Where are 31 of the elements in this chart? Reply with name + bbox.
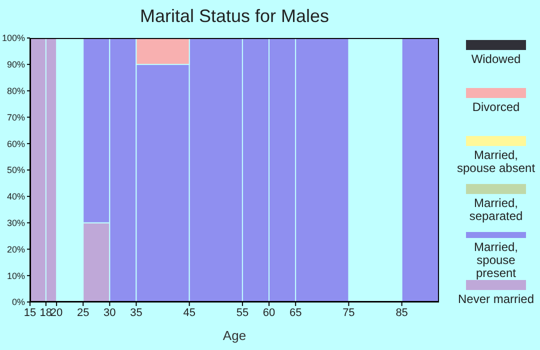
y-tick-label: 100% <box>2 33 25 44</box>
y-tick-label: 90% <box>6 60 25 70</box>
y-tick-label: 60% <box>6 138 25 149</box>
text: Married, spouse present <box>472 240 519 280</box>
x-axis-title: Age <box>222 328 246 343</box>
x-tick-label: 55 <box>236 306 249 319</box>
y-tick-label: 20% <box>6 244 25 254</box>
legend-label: Widowed <box>471 52 521 66</box>
chart-title: Marital Status for Males <box>138 6 330 27</box>
y-tick-label: 70% <box>6 112 25 122</box>
x-tick-label: 35 <box>130 306 142 319</box>
y-tick-label: 0% <box>12 297 25 308</box>
legend-label: Divorced <box>472 100 520 114</box>
y-tick-label: 80% <box>6 86 25 96</box>
legend-label: Never married <box>458 292 534 306</box>
y-tick-label: 50% <box>6 165 25 176</box>
x-tick-label: 15 <box>24 306 36 319</box>
y-tick-label: 40% <box>6 192 25 202</box>
x-tick-label: 60 <box>262 306 276 319</box>
x-tick-label: 25 <box>76 306 90 319</box>
x-tick-label: 20 <box>50 306 63 319</box>
x-tick-label: 65 <box>289 306 302 319</box>
y-tick-label: 10% <box>6 270 25 281</box>
legend-label: Married, spouse absent <box>456 148 536 175</box>
x-tick-label: 45 <box>183 306 196 319</box>
x-tick-label: 75 <box>342 306 355 319</box>
y-tick-label: 30% <box>6 218 25 228</box>
x-tick-label: 30 <box>104 306 116 319</box>
x-tick-label: 18 <box>40 306 52 319</box>
x-tick-label: 85 <box>396 306 408 319</box>
legend-label: Married, separated <box>468 196 524 223</box>
